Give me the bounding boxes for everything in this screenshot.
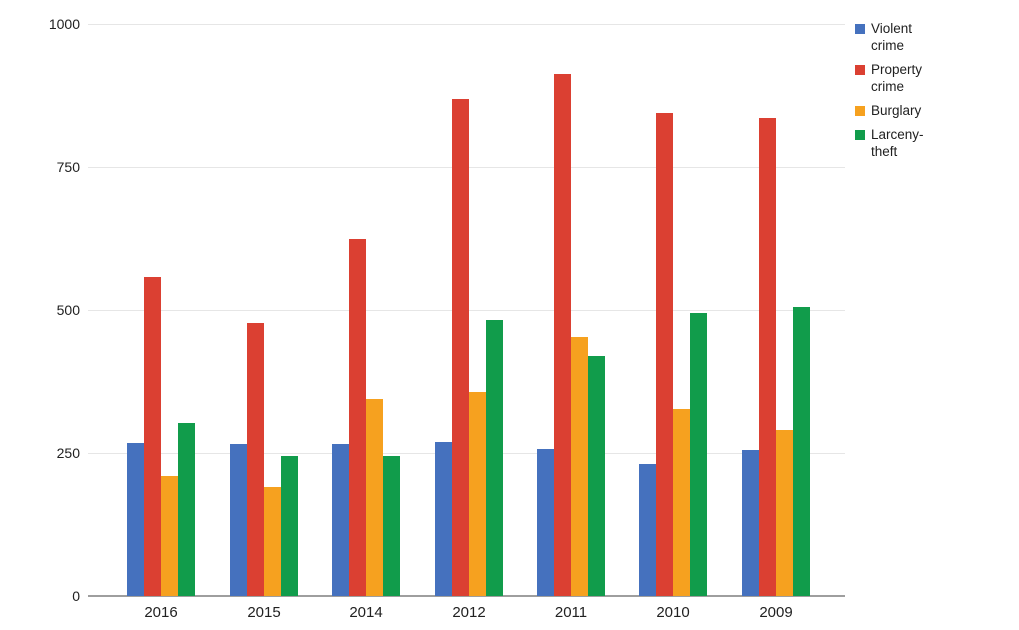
- bar-larceny-theft-2016: [178, 422, 195, 596]
- legend-label: Burglary: [871, 103, 922, 118]
- legend-swatch: [855, 130, 865, 140]
- x-axis-baseline: [88, 595, 845, 597]
- legend-swatch: [855, 65, 865, 75]
- legend-label: Property crime: [871, 62, 923, 94]
- chart-legend: Violent crime Property crime Burglary Larce…: [855, 20, 985, 167]
- bar-property-crime-2012: [452, 98, 469, 596]
- x-tick-label: 2009: [759, 604, 793, 621]
- x-tick-label: 2010: [656, 604, 690, 621]
- bar-larceny-theft-2014: [383, 456, 400, 596]
- gridline: [88, 24, 845, 25]
- legend-label: Larceny-theft: [871, 127, 924, 159]
- bar-larceny-theft-2010: [690, 312, 707, 596]
- bar-violent-crime-2011: [537, 448, 554, 596]
- legend-item-violent-crime: Violent crime: [855, 20, 985, 54]
- legend-swatch: [855, 106, 865, 116]
- bar-larceny-theft-2012: [486, 319, 503, 596]
- bar-larceny-theft-2015: [281, 455, 298, 596]
- bar-burglary-2012: [469, 392, 486, 596]
- bar-property-crime-2011: [554, 73, 571, 596]
- y-tick-label: 1000: [48, 16, 80, 32]
- x-tick-label: 2014: [349, 604, 383, 621]
- legend-item-larceny-theft: Larceny-theft: [855, 126, 985, 160]
- bar-burglary-2014: [366, 398, 383, 596]
- bar-larceny-theft-2009: [793, 306, 810, 596]
- bar-burglary-2011: [571, 337, 588, 596]
- x-tick-label: 2015: [247, 604, 281, 621]
- x-tick-label: 2012: [452, 604, 486, 621]
- bar-violent-crime-2012: [435, 441, 452, 596]
- bar-violent-crime-2014: [332, 444, 349, 596]
- bar-burglary-2016: [161, 475, 178, 596]
- bar-property-crime-2009: [759, 117, 776, 596]
- bar-property-crime-2010: [656, 112, 673, 596]
- bar-violent-crime-2015: [230, 444, 247, 596]
- x-tick-label: 2011: [554, 604, 588, 621]
- bar-violent-crime-2010: [639, 464, 656, 596]
- legend-item-burglary: Burglary: [855, 102, 985, 119]
- bar-burglary-2010: [673, 408, 690, 596]
- y-tick-label: 0: [72, 588, 80, 604]
- bar-violent-crime-2016: [127, 442, 144, 596]
- y-tick-label: 750: [56, 159, 80, 175]
- y-tick-label: 250: [56, 445, 80, 461]
- bar-burglary-2015: [264, 487, 281, 596]
- legend-swatch: [855, 24, 865, 34]
- bar-violent-crime-2009: [742, 449, 759, 596]
- x-tick-label: 2016: [144, 604, 178, 621]
- y-tick-label: 500: [56, 302, 80, 318]
- bar-property-crime-2014: [349, 239, 366, 596]
- bar-property-crime-2016: [144, 277, 161, 596]
- bar-burglary-2009: [776, 430, 793, 596]
- bar-larceny-theft-2011: [588, 355, 605, 596]
- legend-label: Violent crime: [871, 21, 913, 53]
- bar-property-crime-2015: [247, 323, 264, 596]
- legend-item-property-crime: Property crime: [855, 61, 985, 95]
